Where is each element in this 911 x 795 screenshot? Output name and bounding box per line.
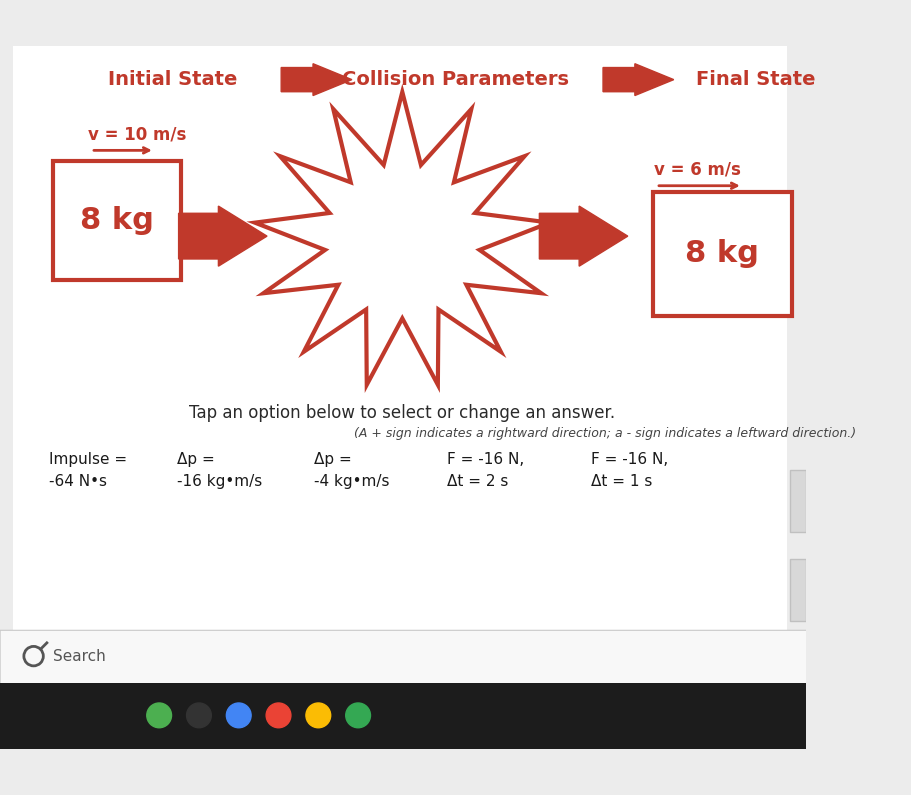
Polygon shape xyxy=(254,92,549,385)
Circle shape xyxy=(187,703,211,727)
Text: 8 kg: 8 kg xyxy=(80,206,154,235)
Circle shape xyxy=(226,703,251,727)
Bar xyxy=(652,192,792,316)
Text: F = -16 N,: F = -16 N, xyxy=(446,452,523,467)
Text: Initial State: Initial State xyxy=(107,70,237,89)
Bar xyxy=(0,630,805,683)
Text: Tap an option below to select or change an answer.: Tap an option below to select or change … xyxy=(189,404,615,422)
Text: 8 kg: 8 kg xyxy=(685,239,759,269)
Circle shape xyxy=(147,703,171,727)
Circle shape xyxy=(345,703,370,727)
Text: Search: Search xyxy=(53,649,106,664)
Polygon shape xyxy=(179,206,267,266)
Text: Δp =: Δp = xyxy=(313,452,352,467)
Polygon shape xyxy=(538,206,627,266)
Text: Final State: Final State xyxy=(695,70,814,89)
Text: v = 10 m/s: v = 10 m/s xyxy=(88,126,187,143)
Bar xyxy=(789,471,805,533)
Circle shape xyxy=(266,703,291,727)
Text: -4 kg•m/s: -4 kg•m/s xyxy=(313,474,389,489)
Bar xyxy=(53,161,181,281)
Text: v = 6 m/s: v = 6 m/s xyxy=(653,161,741,179)
Polygon shape xyxy=(602,64,673,95)
Text: Impulse =: Impulse = xyxy=(48,452,127,467)
Text: -16 kg•m/s: -16 kg•m/s xyxy=(177,474,261,489)
Polygon shape xyxy=(281,64,352,95)
Circle shape xyxy=(305,703,331,727)
Text: Δt = 1 s: Δt = 1 s xyxy=(590,474,651,489)
Text: -64 N•s: -64 N•s xyxy=(48,474,107,489)
Bar xyxy=(14,46,786,656)
Text: Δt = 2 s: Δt = 2 s xyxy=(446,474,507,489)
Text: Δp =: Δp = xyxy=(177,452,214,467)
Text: Collision Parameters: Collision Parameters xyxy=(342,70,568,89)
Bar xyxy=(789,559,805,621)
Text: (A + sign indicates a rightward direction; a - sign indicates a leftward directi: (A + sign indicates a rightward directio… xyxy=(353,427,855,440)
Text: F = -16 N,: F = -16 N, xyxy=(590,452,667,467)
Bar xyxy=(0,683,805,749)
